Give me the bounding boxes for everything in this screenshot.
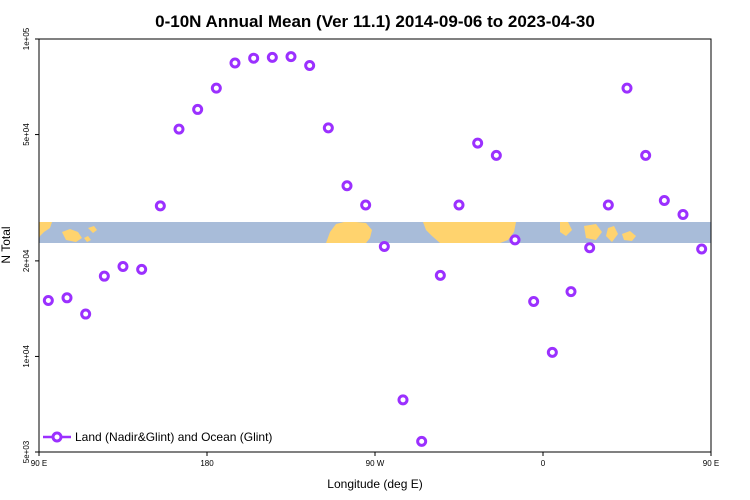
data-point	[546, 346, 558, 358]
data-point	[378, 240, 390, 252]
data-point	[434, 269, 446, 281]
data-point	[621, 82, 633, 94]
data-point	[640, 149, 652, 161]
data-point	[285, 51, 297, 63]
land-sulawesi	[606, 226, 618, 242]
data-point	[248, 52, 260, 64]
plot-frame	[38, 38, 712, 453]
y-axis-label: N Total	[0, 226, 13, 263]
x-tick-label: 90 W	[366, 459, 385, 468]
data-point	[472, 137, 484, 149]
data-point	[61, 292, 73, 304]
data-point	[42, 295, 54, 307]
chart-title: 0-10N Annual Mean (Ver 11.1) 2014-09-06 …	[155, 12, 595, 31]
y-tick-label: 5e+04	[22, 123, 31, 146]
data-point	[173, 123, 185, 135]
data-point	[360, 199, 372, 211]
data-point	[658, 194, 670, 206]
y-tick-label: 5e+03	[22, 440, 31, 463]
data-point	[490, 149, 502, 161]
x-axis-label: Longitude (deg E)	[327, 477, 422, 491]
data-point	[304, 60, 316, 72]
x-tick-label: 90 E	[703, 459, 719, 468]
data-point	[136, 263, 148, 275]
data-point	[509, 234, 521, 246]
y-tick-label: 1e+05	[22, 27, 31, 50]
data-point	[117, 261, 129, 273]
y-tick-label: 1e+04	[22, 345, 31, 368]
data-point	[584, 242, 596, 254]
land-sumatra	[560, 222, 572, 236]
land-new-guinea-left	[62, 229, 82, 242]
land-borneo	[584, 224, 602, 240]
data-point	[322, 122, 334, 134]
land-new-guinea-right	[622, 231, 636, 241]
ocean-strip	[39, 222, 711, 243]
data-point	[154, 200, 166, 212]
x-tick-label: 90 E	[31, 459, 47, 468]
x-tick-label: 180	[200, 459, 214, 468]
land-indonesia-left	[39, 222, 52, 240]
data-point	[602, 199, 614, 211]
land-africa	[423, 222, 516, 243]
data-point	[397, 394, 409, 406]
data-point	[229, 57, 241, 69]
data-point	[80, 308, 92, 320]
legend: Land (Nadir&Glint) and Ocean (Glint)	[43, 430, 272, 444]
land-south-america	[326, 222, 372, 243]
data-point	[696, 243, 708, 255]
data-points	[42, 51, 708, 447]
data-point	[416, 435, 428, 447]
data-point	[677, 208, 689, 220]
background-map	[39, 222, 711, 243]
x-axis-ticks: 90 E 180 90 W 0 90 E	[31, 452, 719, 468]
data-point	[266, 51, 278, 63]
legend-marker	[51, 431, 63, 443]
data-point	[210, 82, 222, 94]
data-point	[453, 199, 465, 211]
data-point	[98, 270, 110, 282]
data-point	[565, 286, 577, 298]
legend-label: Land (Nadir&Glint) and Ocean (Glint)	[75, 430, 272, 444]
data-point	[528, 295, 540, 307]
land-islands-left	[84, 226, 97, 242]
y-axis-ticks: 5e+03 1e+04 2e+04 5e+04 1e+05	[22, 27, 39, 463]
x-tick-label: 0	[541, 459, 546, 468]
data-point	[341, 180, 353, 192]
y-tick-label: 2e+04	[22, 249, 31, 272]
data-point	[192, 103, 204, 115]
